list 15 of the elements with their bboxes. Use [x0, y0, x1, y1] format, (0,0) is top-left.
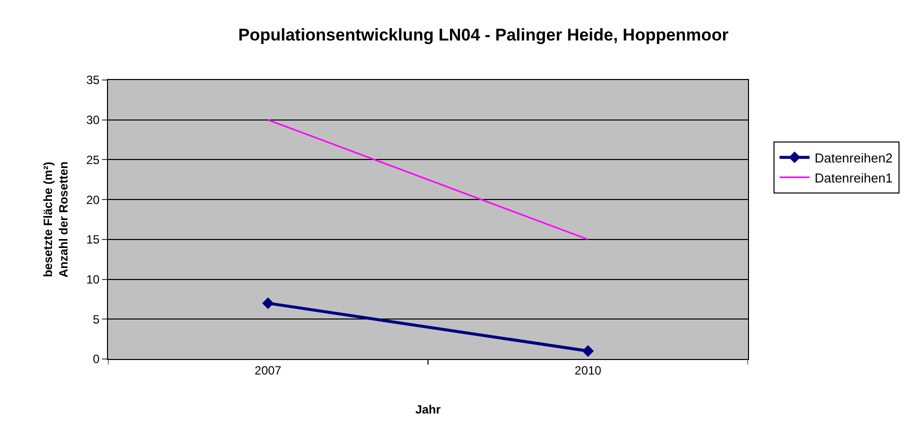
y-axis-title: besetzte Fläche (m²) Anzahl der Rosetten	[40, 161, 71, 278]
x-axis-title: Jahr	[415, 402, 441, 416]
y-tick-label: 35	[86, 73, 100, 88]
y-tick-label: 25	[86, 152, 100, 167]
y-tick-label: 20	[86, 192, 100, 207]
legend-label: Datenreihen1	[814, 170, 893, 186]
y-tick-label: 30	[86, 113, 100, 128]
x-tick-label: 2007	[254, 363, 282, 378]
y-tick-label: 15	[86, 232, 100, 247]
chart-title: Populationsentwicklung LN04 - Palinger Heide, Hoppenmoor	[238, 26, 729, 45]
x-tick-label: 2010	[574, 363, 602, 378]
y-tick-label: 0	[92, 352, 100, 366]
y-tick-label: 10	[86, 272, 100, 286]
y-tick-label: 5	[92, 312, 100, 326]
legend-label: Datenreihen2	[814, 150, 893, 166]
